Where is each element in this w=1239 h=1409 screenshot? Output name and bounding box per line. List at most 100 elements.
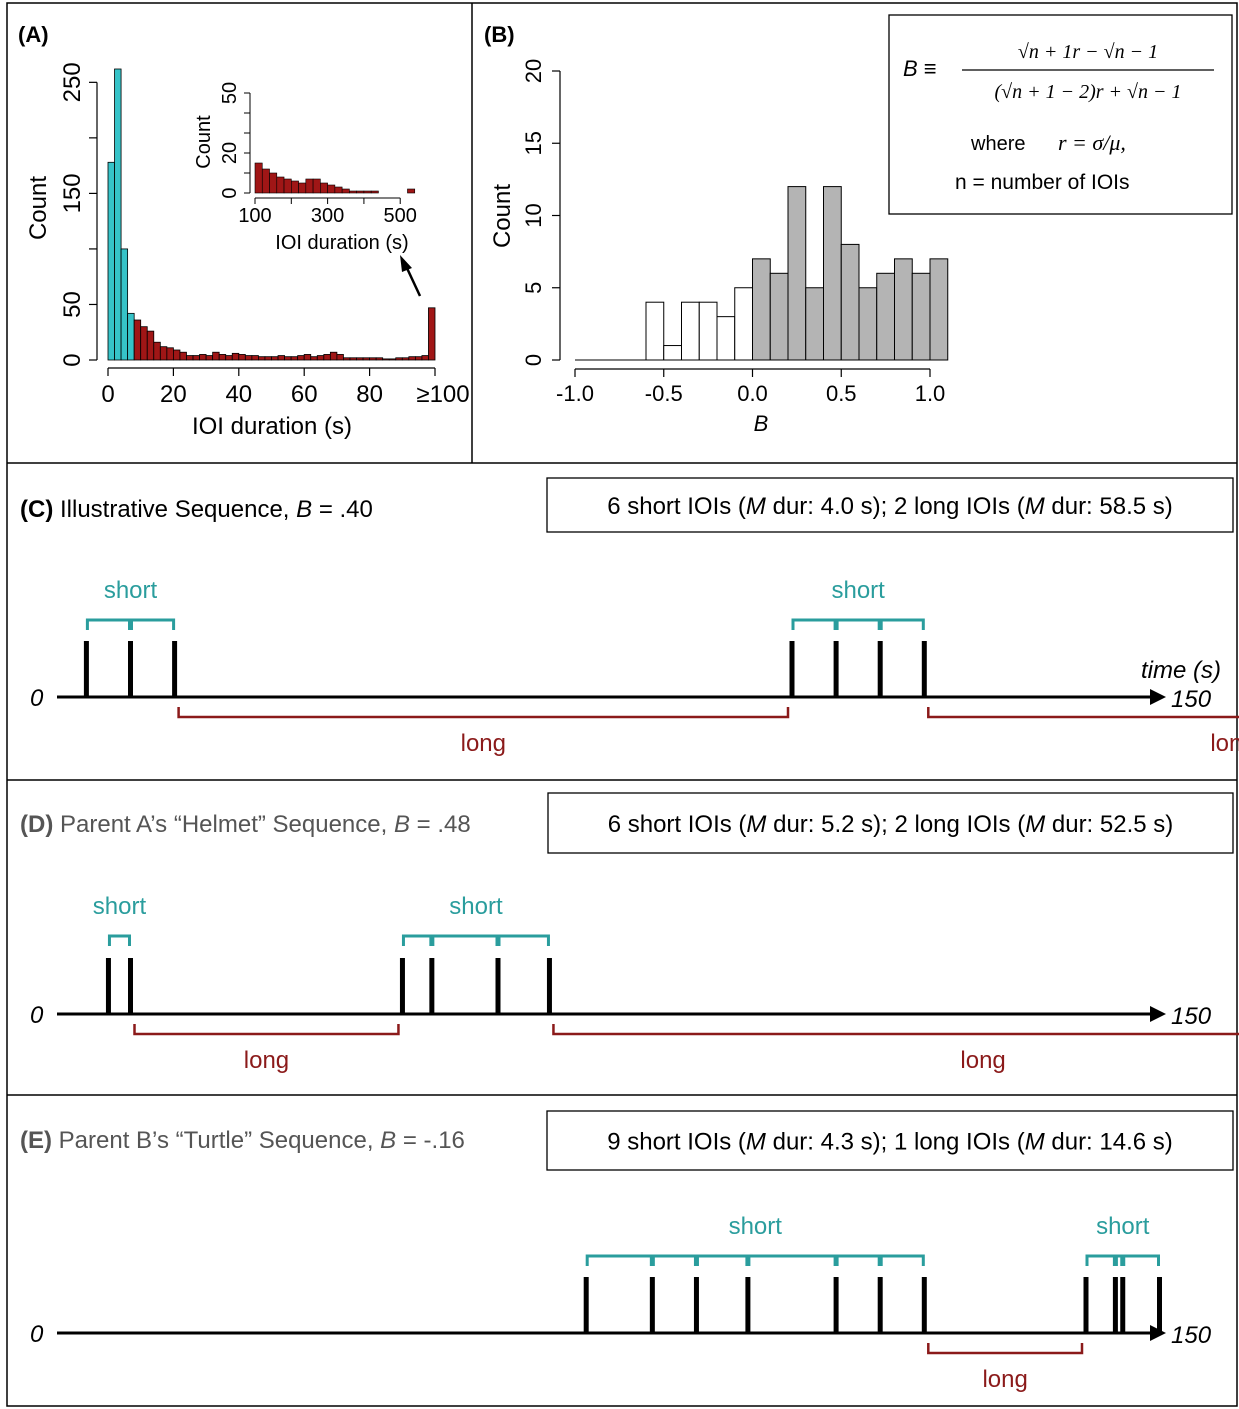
short-bracket bbox=[585, 1254, 653, 1266]
long-label: long bbox=[461, 730, 506, 757]
inset-arrow-line bbox=[404, 265, 422, 297]
x-tick-label: 40 bbox=[225, 381, 252, 408]
inset-arrow-head-icon bbox=[400, 255, 412, 272]
short-bracket bbox=[1085, 1254, 1116, 1266]
histogram-bar bbox=[805, 287, 824, 361]
histogram-bar bbox=[284, 356, 292, 361]
histogram-bar bbox=[192, 355, 200, 361]
short-label: short bbox=[93, 893, 147, 920]
formula-numerator: √n + 1r − √n − 1 bbox=[1018, 41, 1158, 63]
short-bracket bbox=[747, 1254, 837, 1266]
y-tick-label: 5 bbox=[521, 282, 546, 294]
histogram-bar bbox=[244, 355, 253, 361]
inset-x-tick-label: 100 bbox=[238, 205, 271, 227]
x-tick-label: -1.0 bbox=[556, 381, 594, 406]
histogram-bar bbox=[114, 68, 122, 361]
histogram-bar bbox=[179, 351, 187, 361]
histogram-bar bbox=[153, 341, 161, 361]
histogram-bar bbox=[159, 346, 168, 361]
histogram-bar bbox=[218, 354, 227, 361]
sequence-title: (D) Parent A’s “Helmet” Sequence, B = .4… bbox=[20, 811, 471, 838]
sequence-title-b: B bbox=[394, 811, 410, 838]
summary-text: 9 short IOIs (M dur: 4.3 s); 1 long IOIs… bbox=[607, 1129, 1173, 1156]
histogram-bar bbox=[929, 258, 949, 361]
panel-b-axes: -1.0 -0.5 0.0 0.5 1.0 0 5 10 15 20 bbox=[521, 59, 945, 406]
inset-histogram-bar bbox=[269, 172, 278, 194]
inset-histogram-bar bbox=[305, 178, 314, 194]
y-tick-label: 250 bbox=[59, 62, 86, 102]
histogram-bar bbox=[277, 355, 285, 361]
inset-bars bbox=[254, 162, 416, 194]
panel-a-y-axis-label: Count bbox=[25, 176, 52, 240]
inset-y-tick-label: 0 bbox=[219, 187, 241, 198]
panel-a-bars bbox=[107, 68, 436, 361]
histogram-bar bbox=[258, 356, 266, 361]
panel-b-label: (B) bbox=[484, 22, 515, 47]
inset-x-tick-label: 500 bbox=[384, 205, 417, 227]
inset-histogram-bar bbox=[291, 180, 299, 194]
histogram-bar bbox=[271, 356, 279, 361]
panel-a-histogram: (A) 0 20 40 60 80 ≥100 0 50 150 250 Count IOI dur… bbox=[18, 22, 470, 440]
histogram-bar bbox=[840, 243, 860, 361]
histogram-bar bbox=[120, 248, 129, 361]
panel-a-axes: 0 20 40 60 80 ≥100 0 50 150 250 bbox=[59, 62, 470, 408]
short-bracket bbox=[107, 934, 131, 946]
short-bracket bbox=[431, 934, 499, 946]
axis-start-label: 0 bbox=[30, 1321, 44, 1348]
histogram-bar bbox=[166, 347, 174, 361]
histogram-bar bbox=[349, 357, 357, 361]
summary-box bbox=[547, 792, 1234, 854]
long-bracket bbox=[927, 707, 1239, 719]
x-tick-label: -0.5 bbox=[645, 381, 683, 406]
summary-text: 6 short IOIs (M dur: 5.2 s); 2 long IOIs… bbox=[608, 811, 1174, 838]
y-tick-label: 150 bbox=[59, 173, 86, 213]
histogram-bar bbox=[212, 351, 220, 361]
histogram-bar bbox=[264, 356, 272, 361]
x-tick-label: 1.0 bbox=[915, 381, 946, 406]
histogram-bar bbox=[172, 349, 181, 361]
inset-histogram-bar bbox=[327, 184, 336, 194]
inset-histogram-bar bbox=[341, 188, 350, 194]
histogram-bar bbox=[336, 354, 344, 361]
histogram-bar bbox=[362, 357, 370, 361]
long-label: long bbox=[960, 1047, 1005, 1074]
sequence-panel-label: (C) bbox=[20, 496, 53, 523]
histogram-bar bbox=[388, 358, 397, 361]
axis-end-label: 150 bbox=[1171, 686, 1212, 713]
long-label: long bbox=[1210, 730, 1239, 757]
inset-histogram-bar bbox=[276, 176, 285, 194]
histogram-bar bbox=[894, 258, 913, 361]
short-label: short bbox=[729, 1213, 783, 1240]
y-tick-label: 0 bbox=[59, 353, 86, 366]
short-bracket bbox=[835, 1254, 881, 1266]
short-bracket bbox=[1122, 1254, 1160, 1266]
inset-histogram-bar bbox=[334, 186, 343, 194]
long-label: long bbox=[982, 1366, 1027, 1393]
histogram-bar bbox=[251, 355, 259, 361]
histogram-bar bbox=[186, 355, 194, 361]
short-bracket bbox=[401, 934, 433, 946]
histogram-bar bbox=[146, 330, 155, 361]
histogram-bar bbox=[645, 301, 665, 361]
histogram-bar bbox=[225, 355, 233, 361]
sequence-title-value: = .40 bbox=[312, 496, 373, 523]
inset-histogram-bar bbox=[349, 190, 357, 194]
y-tick-label: 50 bbox=[59, 291, 86, 318]
sequence-title-value: = -.16 bbox=[396, 1127, 465, 1154]
histogram-bar bbox=[716, 316, 736, 361]
y-tick-label: 10 bbox=[521, 203, 546, 227]
axis-end-label: 150 bbox=[1171, 1322, 1212, 1349]
histogram-bar bbox=[663, 345, 682, 361]
panel-e-sequence: (E) Parent B’s “Turtle” Sequence, B = -.… bbox=[20, 1110, 1234, 1393]
inset-histogram-bar bbox=[298, 182, 307, 194]
inset-histogram-bar bbox=[370, 190, 379, 194]
formula-denominator: (√n + 1 − 2)r + √n − 1 bbox=[994, 81, 1181, 103]
histogram-bar bbox=[199, 354, 207, 361]
histogram-bar bbox=[769, 272, 789, 361]
inset-y-axis-label: Count bbox=[193, 115, 215, 169]
long-bracket bbox=[133, 1024, 400, 1036]
histogram-bar bbox=[310, 356, 318, 361]
histogram-bar bbox=[382, 358, 390, 361]
x-tick-label: 0.0 bbox=[737, 381, 768, 406]
